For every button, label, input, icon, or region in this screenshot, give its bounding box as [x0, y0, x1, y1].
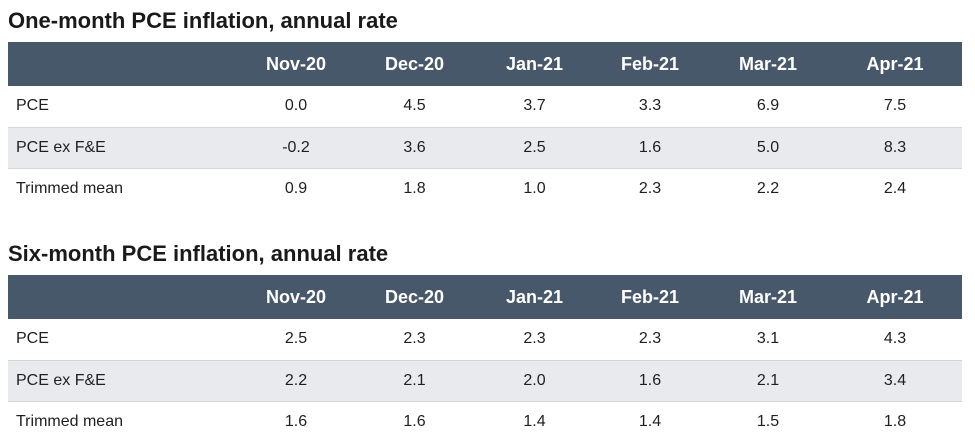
table-cell: 3.4 [828, 359, 962, 401]
table-cell: 7.5 [883, 97, 907, 115]
table-cell: 5.0 [708, 126, 828, 168]
table-row: PCE 2.5 2.3 2.3 2.3 3.1 4.3 [8, 319, 962, 360]
table-row: Trimmed mean 0.9 1.8 1.0 2.3 2.2 2.4 [8, 167, 962, 209]
table-cell: 1.6 [352, 400, 477, 442]
table-cell: 2.2 [240, 359, 352, 401]
row-label: PCE ex F&E [8, 359, 240, 401]
table-cell: 3.7 [523, 97, 546, 115]
one-month-table-section: One-month PCE inflation, annual rate Nov… [8, 0, 962, 209]
table-cell: 2.3 [403, 330, 426, 348]
table-cell: 0.0 [284, 97, 308, 115]
table-cell: 1.6 [592, 359, 708, 401]
table-cell: 2.3 [638, 330, 662, 348]
table-cell: 1.5 [708, 400, 828, 442]
table-cell: 1.4 [592, 400, 708, 442]
table-row: Trimmed mean 1.6 1.6 1.4 1.4 1.5 1.8 [8, 400, 962, 442]
header-cell [8, 275, 240, 319]
header-cell: Apr-21 [866, 286, 924, 307]
table-cell: 2.5 [284, 330, 308, 348]
table-row: PCE ex F&E 2.2 2.1 2.0 1.6 2.1 3.4 [8, 359, 962, 401]
header-cell: Dec-20 [384, 53, 445, 74]
table-row: PCE 0.0 4.5 3.7 3.3 6.9 7.5 [8, 86, 962, 127]
one-month-table-title: One-month PCE inflation, annual rate [8, 8, 398, 33]
header-cell [8, 42, 240, 86]
table-cell: 3.3 [638, 97, 662, 115]
header-cell: Dec-20 [384, 286, 445, 307]
row-label: PCE [16, 330, 49, 348]
header-cell: Mar-21 [738, 53, 798, 74]
one-month-table: Nov-20 Dec-20 Jan-21 Feb-21 Mar-21 Apr-2… [8, 42, 962, 209]
header-cell: Jan-21 [505, 53, 564, 74]
header-cell: Feb-21 [620, 286, 680, 307]
table-cell: 2.1 [708, 359, 828, 401]
row-label: Trimmed mean [8, 167, 240, 209]
header-cell: Apr-21 [866, 53, 924, 74]
table-cell: 6.9 [756, 97, 780, 115]
table-cell: 0.9 [240, 167, 352, 209]
header-cell: Feb-21 [620, 53, 680, 74]
table-row: PCE ex F&E -0.2 3.6 2.5 1.6 5.0 8.3 [8, 126, 962, 168]
header-cell: Mar-21 [738, 286, 798, 307]
row-label: Trimmed mean [8, 400, 240, 442]
table-cell: 2.1 [352, 359, 477, 401]
table-cell: -0.2 [240, 126, 352, 168]
header-cell: Nov-20 [265, 286, 327, 307]
table-cell: 1.6 [240, 400, 352, 442]
table-cell: 2.3 [523, 330, 546, 348]
table-cell: 8.3 [828, 126, 962, 168]
six-month-table-section: Six-month PCE inflation, annual rate Nov… [8, 233, 962, 442]
table-header-row: Nov-20 Dec-20 Jan-21 Feb-21 Mar-21 Apr-2… [8, 42, 962, 86]
table-cell: 1.8 [352, 167, 477, 209]
header-cell: Nov-20 [265, 53, 327, 74]
table-cell: 4.3 [883, 330, 907, 348]
row-label: PCE [16, 97, 49, 115]
table-header-row: Nov-20 Dec-20 Jan-21 Feb-21 Mar-21 Apr-2… [8, 275, 962, 319]
table-cell: 1.8 [828, 400, 962, 442]
table-cell: 2.5 [477, 126, 592, 168]
header-cell: Jan-21 [505, 286, 564, 307]
table-cell: 3.1 [756, 330, 780, 348]
table-cell: 3.6 [352, 126, 477, 168]
row-label: PCE ex F&E [8, 126, 240, 168]
six-month-table: Nov-20 Dec-20 Jan-21 Feb-21 Mar-21 Apr-2… [8, 275, 962, 442]
table-cell: 1.4 [477, 400, 592, 442]
table-cell: 2.3 [592, 167, 708, 209]
table-cell: 4.5 [403, 97, 426, 115]
table-cell: 2.4 [828, 167, 962, 209]
table-cell: 2.0 [477, 359, 592, 401]
table-cell: 2.2 [708, 167, 828, 209]
table-cell: 1.6 [592, 126, 708, 168]
table-cell: 1.0 [477, 167, 592, 209]
six-month-table-title: Six-month PCE inflation, annual rate [8, 241, 389, 266]
